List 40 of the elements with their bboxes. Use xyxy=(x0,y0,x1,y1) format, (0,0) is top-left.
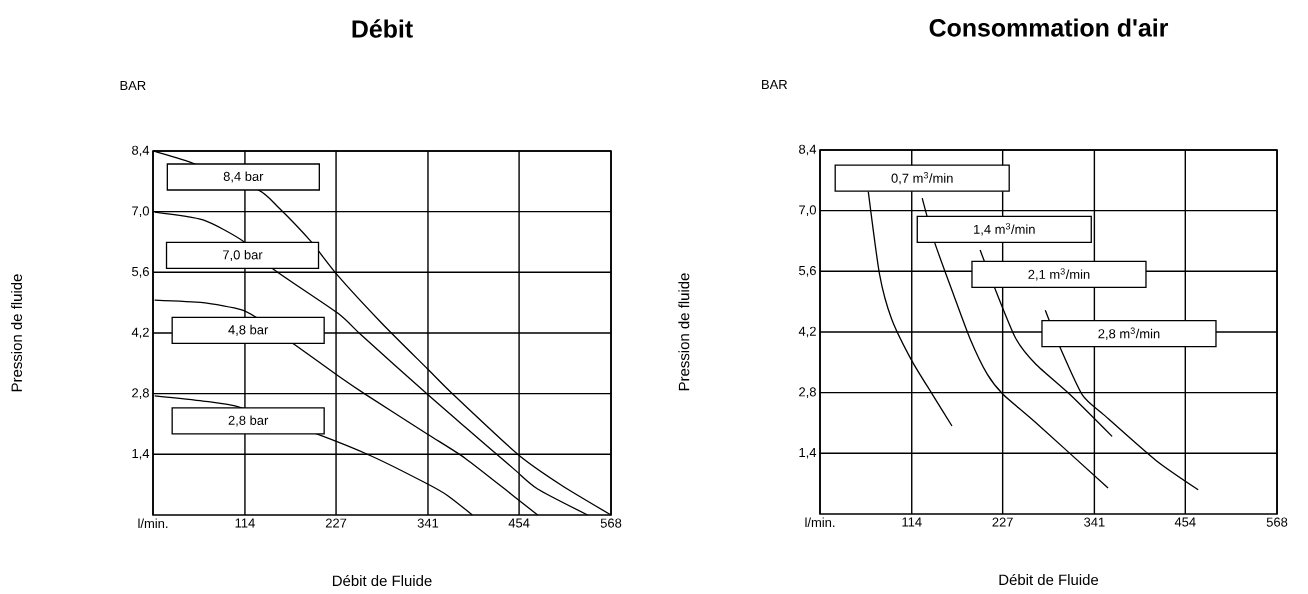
x-tick-label: 114 xyxy=(902,517,922,527)
y-tick-label: 5,6 xyxy=(799,265,816,277)
x-tick-label: l/min. xyxy=(805,517,835,528)
x-tick-label: 227 xyxy=(992,517,1013,527)
y-tick-label: 4,2 xyxy=(131,327,149,339)
x-axis-title: Débit de Fluide xyxy=(999,573,1099,586)
x-tick-label: 454 xyxy=(1174,517,1196,527)
x-tick-label: 454 xyxy=(508,518,530,528)
text: BAR xyxy=(120,81,146,90)
y-axis-title: Pression de fluide xyxy=(11,274,23,392)
x-tick-label: 568 xyxy=(600,518,622,528)
y-tick-label: 8,4 xyxy=(132,145,150,157)
x-tick-label: 568 xyxy=(1266,517,1288,527)
series-label: 7,0 bar xyxy=(223,249,263,261)
y-tick-label: 7,0 xyxy=(132,206,149,218)
x-tick-label: 341 xyxy=(417,518,439,528)
y-tick-label: 1,4 xyxy=(799,448,817,459)
text: 1,4 m$^{3}$/min xyxy=(974,223,1035,236)
series-label: 4,8 bar xyxy=(228,324,269,336)
y-tick-label: 2,8 xyxy=(799,387,816,398)
text: 2,8 m$^{3}$/min xyxy=(1098,327,1160,340)
x-axis-title: Débit de Fluide xyxy=(332,574,432,587)
chart-title: Débit xyxy=(352,19,413,38)
y-tick-label: 4,2 xyxy=(798,326,816,338)
y-tick-label: 1,4 xyxy=(132,449,150,460)
y-tick-label: 5,6 xyxy=(132,266,149,278)
text: BAR xyxy=(762,80,788,89)
x-tick-label: 114 xyxy=(235,518,255,528)
text: 2,1 m$^{3}$/min xyxy=(1028,268,1090,281)
chart-title: Consommation d'air xyxy=(929,18,1169,37)
y-tick-label: 7,0 xyxy=(799,205,816,217)
y-tick-label: 2,8 xyxy=(132,388,149,399)
y-tick-label: 8,4 xyxy=(799,144,817,156)
x-tick-label: 341 xyxy=(1084,517,1105,527)
series-label: 0,7 m$^{3}$/min xyxy=(891,172,953,185)
x-tick-label: l/min. xyxy=(138,518,168,529)
series-label: 2,8 bar xyxy=(228,415,269,427)
series-label: 8,4 bar xyxy=(223,171,264,183)
y-axis-title: Pression de fluide xyxy=(678,273,690,391)
x-tick-label: 227 xyxy=(325,518,347,528)
